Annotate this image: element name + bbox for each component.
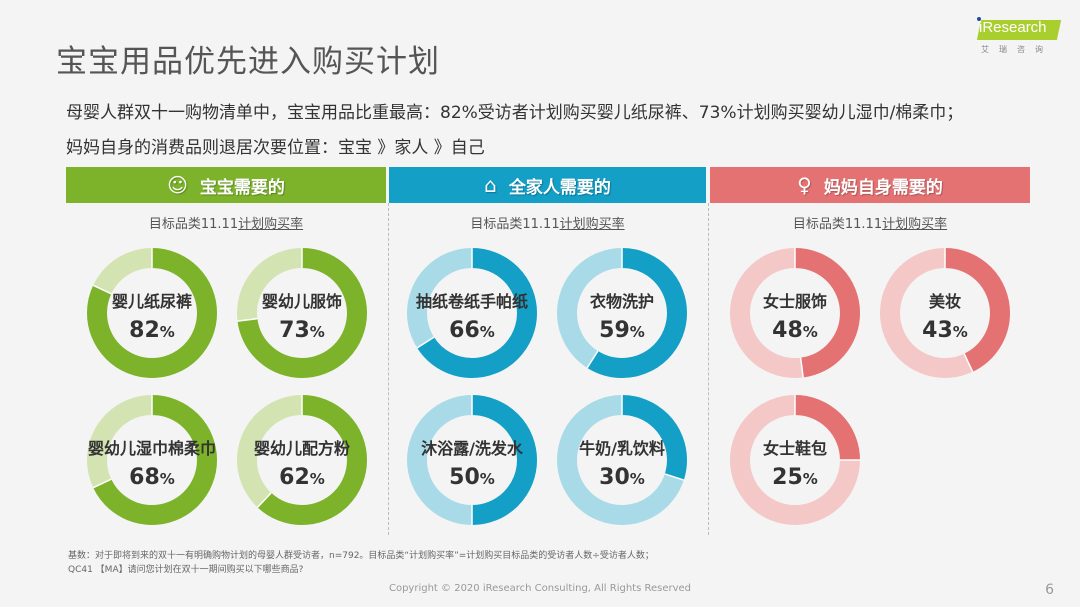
donut-value-label: 50% <box>449 465 495 490</box>
band-baby: ☺ 宝宝需要的 <box>66 167 386 203</box>
slice-separator <box>92 478 112 489</box>
donut-category-label: 衣物洗护 <box>590 292 654 311</box>
baby-face-icon: ☺ <box>167 173 188 197</box>
page-title: 宝宝用品优先进入购买计划 <box>56 44 440 80</box>
donut-value-label: 25% <box>772 465 818 490</box>
page-number: 6 <box>1045 582 1054 598</box>
donut-category-label: 牛奶/乳饮料 <box>579 439 665 458</box>
donut-category-label: 婴儿纸尿裤 <box>112 292 192 311</box>
slice-separator <box>237 317 258 322</box>
donut-category-label: 沐浴露/洗发水 <box>421 439 524 458</box>
subtitle-mom: 目标品类11.11计划购买率 <box>792 217 948 232</box>
house-icon: ⌂ <box>484 173 497 197</box>
band-family: ⌂ 全家人需要的 <box>389 167 706 203</box>
donut-value-label: 73% <box>279 318 325 343</box>
iresearch-logo: iResearch 艾瑞咨询 <box>975 17 1062 55</box>
intro-text: 母婴人群双十一购物清单中，宝宝用品比重最高：82%受访者计划购买婴儿纸尿裤、73… <box>66 96 963 166</box>
divider <box>708 203 709 535</box>
donut-category-label: 女士鞋包 <box>763 439 827 458</box>
female-symbol-icon: ♀ <box>797 173 812 197</box>
subtitle-baby: 目标品类11.11计划购买率 <box>148 217 304 232</box>
donut-category-label: 婴幼儿湿巾棉柔巾 <box>88 439 216 458</box>
donut-value-label: 62% <box>279 465 325 490</box>
subtitle-family: 目标品类11.11计划购买率 <box>470 217 625 232</box>
slice-separator <box>416 336 435 349</box>
slice-separator <box>256 492 272 508</box>
intro-line-1: 母婴人群双十一购物清单中，宝宝用品比重最高：82%受访者计划购买婴儿纸尿裤、73… <box>66 103 964 123</box>
slice-separator <box>799 357 804 378</box>
intro-line-2: 妈妈自身的消费品则退居次要位置：宝宝 》家人 》自己 <box>66 138 485 158</box>
donut-category-label: 婴幼儿配方粉 <box>254 439 350 458</box>
donut-value-label: 48% <box>772 318 818 343</box>
donut-value-label: 68% <box>129 465 175 490</box>
donut-value-label: 66% <box>449 318 495 343</box>
donut-category-label: 婴幼儿服饰 <box>262 292 342 311</box>
donut-value-label: 59% <box>599 318 645 343</box>
band-mom: ♀ 妈妈自身需要的 <box>710 167 1030 203</box>
footnote: 基数：对于即将到来的双十一有明确购物计划的母婴人群受访者，n=792。目标品类“… <box>68 551 654 575</box>
slice-separator <box>586 350 599 369</box>
divider <box>388 203 389 535</box>
donut-value-label: 30% <box>599 465 645 490</box>
donut-category-label: 女士服饰 <box>763 292 827 311</box>
donut-value-label: 43% <box>922 318 968 343</box>
slice-separator <box>92 284 112 295</box>
copyright: Copyright © 2020 iResearch Consulting, A… <box>388 583 692 594</box>
donut-category-label: 抽纸卷纸手帕纸 <box>416 292 528 311</box>
slice-separator <box>664 473 685 481</box>
donut-value-label: 82% <box>129 318 175 343</box>
donut-category-label: 美妆 <box>929 292 961 311</box>
slice-separator <box>963 353 974 373</box>
